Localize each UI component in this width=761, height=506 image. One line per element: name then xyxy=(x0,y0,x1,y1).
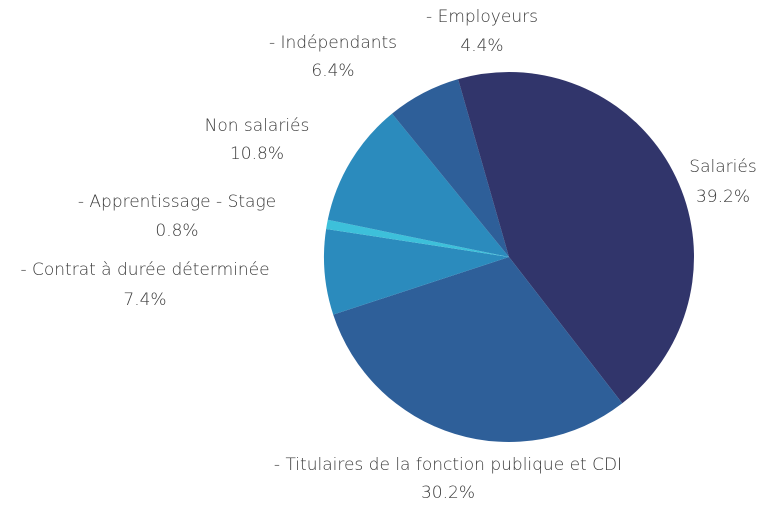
slice-label: - Indépendants xyxy=(269,33,397,53)
pie-slice xyxy=(324,228,509,315)
slice-label: Non salariés xyxy=(205,116,310,136)
slice-label: Salariés xyxy=(689,157,756,177)
slice-label: - Employeurs xyxy=(426,7,538,27)
slice-value-label: 39.2% xyxy=(696,187,750,207)
pie-slice xyxy=(326,219,509,257)
slice-value-label: 0.8% xyxy=(155,221,198,241)
pie-slice xyxy=(327,113,509,257)
pie-slice xyxy=(333,257,623,442)
slice-label: - Titulaires de la fonction publique et … xyxy=(274,455,622,475)
slice-value-label: 30.2% xyxy=(421,483,475,503)
slice-value-label: 7.4% xyxy=(123,290,166,310)
pie-slice xyxy=(509,72,695,404)
slice-value-label: 4.4% xyxy=(460,36,503,56)
slice-value-label: 6.4% xyxy=(311,61,354,81)
pie-slice xyxy=(458,72,509,257)
slice-label: - Contrat à durée déterminée xyxy=(20,260,269,280)
slice-label: - Apprentissage - Stage xyxy=(78,192,276,212)
slice-value-label: 10.8% xyxy=(230,144,284,164)
pie-slice xyxy=(392,79,509,257)
